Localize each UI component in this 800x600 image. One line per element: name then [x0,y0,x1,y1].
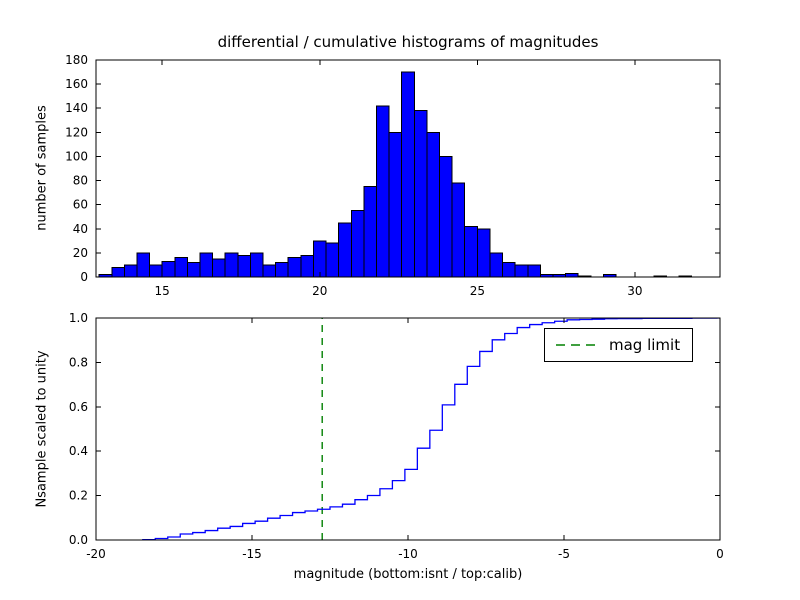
histogram-bar [401,71,415,278]
y-tick-label: 0.2 [69,489,88,503]
x-tick-label: -10 [398,547,418,561]
x-tick-label: -20 [86,547,106,561]
histogram-bar [363,186,377,278]
histogram-bar [275,262,289,278]
histogram-bar [287,257,302,278]
x-tick-label: -15 [242,547,262,561]
y-tick-label: 0.4 [69,444,88,458]
histogram-bar [161,260,176,278]
histogram-bars [98,71,693,278]
histogram-bar [136,252,151,278]
bottom-x-axis-label: magnitude (bottom:isnt / top:calib) [293,567,523,582]
y-tick-label: 20 [73,246,88,260]
legend-dash-sample-icon [556,344,598,346]
histogram-bar [388,131,403,278]
x-tick-label: 30 [627,284,642,298]
histogram-bar [111,266,125,278]
histogram-bar [224,252,239,278]
y-tick-label: 0 [80,270,88,284]
x-tick-label: 20 [312,284,327,298]
histogram-bar [174,257,188,278]
histogram-bar [123,264,138,278]
histogram-bar [186,262,201,278]
histogram-bar [489,252,504,278]
histogram-bar [237,254,251,278]
histogram-bar [350,210,365,278]
y-tick-label: 60 [73,198,88,212]
histogram-bar [439,155,453,278]
y-tick-label: 100 [65,149,88,163]
histogram-bar [375,105,390,278]
histogram-bar [212,258,226,278]
histogram-bar [325,242,340,278]
y-tick-label: 0.6 [69,400,88,414]
histogram-bar [300,254,314,278]
histogram-bar [451,182,466,278]
x-tick-label: 15 [155,284,170,298]
x-tick-label: 25 [470,284,485,298]
cumulative-curve [142,318,720,540]
y-tick-label: 120 [65,125,88,139]
histogram-bar [502,262,516,278]
histogram-bar [565,272,579,278]
histogram-bar [476,228,491,278]
top-spines [95,59,721,278]
top-axes: 15 20 25 30 0 20 40 60 80 100 120 140 160 180 [65,53,721,298]
histogram-bar [312,240,327,278]
y-tick-label: 180 [65,53,88,67]
bottom-y-axis-label: Nsample scaled to unity [34,350,50,508]
top-y-axis-label: number of samples [34,105,50,231]
x-tick-label: -5 [558,547,570,561]
histogram-bar [338,222,352,278]
histogram-bar [199,252,214,278]
histogram-bar [464,225,478,278]
histogram-bar [262,264,277,278]
histogram-bar [527,264,541,278]
y-tick-label: 0.0 [69,533,88,547]
histogram-bar [149,264,163,278]
y-tick-label: 0.8 [69,355,88,369]
histogram-bar [426,131,441,278]
y-tick-label: 80 [73,174,88,188]
legend: mag limit [544,328,694,362]
y-tick-label: 160 [65,77,88,91]
histogram-bar [514,264,529,278]
histogram-bar [249,252,264,278]
figure-title: differential / cumulative histograms of … [217,33,599,51]
histogram-bar [413,110,428,278]
legend-label: mag limit [609,336,681,354]
x-tick-label: 0 [716,547,724,561]
bottom-axes: -20 -15 -10 -5 0 0.0 0.2 0.4 0.6 0.8 1.0 [69,311,724,561]
y-tick-label: 1.0 [69,311,88,325]
y-tick-label: 140 [65,101,88,115]
y-tick-label: 40 [73,222,88,236]
